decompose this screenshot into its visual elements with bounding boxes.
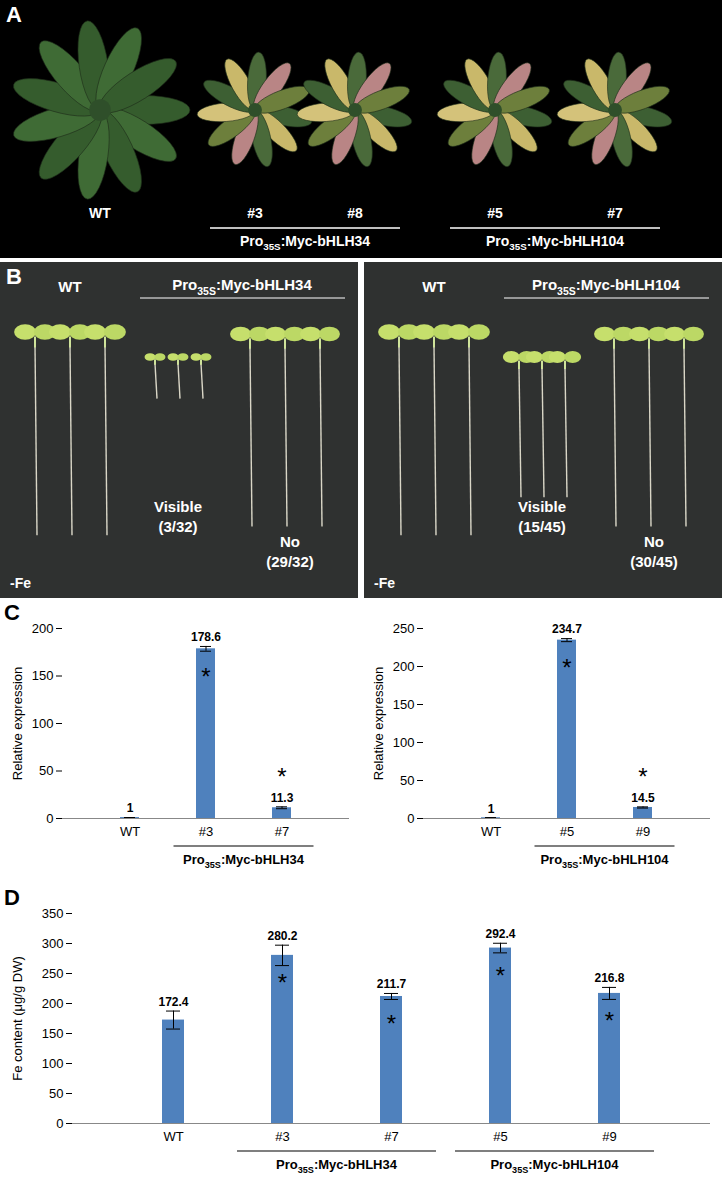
svg-text:WT: WT <box>163 1129 183 1144</box>
svg-text:Relative expression: Relative expression <box>371 667 386 780</box>
svg-text:178.6: 178.6 <box>191 630 221 644</box>
svg-text:150: 150 <box>393 697 415 712</box>
svg-text:250: 250 <box>393 621 415 636</box>
html-text:D: D <box>4 885 20 910</box>
svg-text:*: * <box>496 962 505 989</box>
svg-text:234.7: 234.7 <box>552 622 582 636</box>
svg-text:WT: WT <box>481 824 501 839</box>
svg-text:50: 50 <box>400 773 414 788</box>
svg-text:Visible: Visible <box>154 498 202 515</box>
svg-text:No: No <box>644 533 664 550</box>
svg-text:*: * <box>387 1010 396 1037</box>
svg-text:0: 0 <box>46 811 53 826</box>
html-text:B: B <box>6 264 22 289</box>
svg-text:Visible: Visible <box>518 498 566 515</box>
svg-text:#7: #7 <box>384 1129 398 1144</box>
svg-text:(3/32): (3/32) <box>158 518 197 535</box>
svg-text:100: 100 <box>393 735 415 750</box>
svg-text:Pro35S:Myc-bHLH104: Pro35S:Myc-bHLH104 <box>540 852 669 870</box>
svg-text:*: * <box>278 969 287 996</box>
svg-text:250: 250 <box>42 966 64 981</box>
svg-text:(30/45): (30/45) <box>630 553 678 570</box>
svg-text:#7: #7 <box>607 205 623 221</box>
svg-text:200: 200 <box>32 621 54 636</box>
svg-text:Pro35S:Myc-bHLH104: Pro35S:Myc-bHLH104 <box>532 276 681 297</box>
svg-text:14.5: 14.5 <box>631 791 655 805</box>
svg-text:#3: #3 <box>199 824 213 839</box>
svg-text:172.4: 172.4 <box>158 995 188 1009</box>
svg-text:300: 300 <box>42 936 64 951</box>
svg-text:50: 50 <box>49 1086 63 1101</box>
html-text:C: C <box>4 600 20 625</box>
svg-text:(15/45): (15/45) <box>518 518 566 535</box>
svg-text:-Fe: -Fe <box>374 575 395 591</box>
svg-text:292.4: 292.4 <box>485 927 515 941</box>
svg-text:Fe content (μg/g DW): Fe content (μg/g DW) <box>10 956 25 1081</box>
svg-text:(29/32): (29/32) <box>266 553 314 570</box>
svg-text:1: 1 <box>488 802 495 816</box>
svg-text:50: 50 <box>39 763 53 778</box>
svg-text:WT: WT <box>58 278 81 295</box>
svg-text:WT: WT <box>89 205 111 221</box>
svg-text:*: * <box>562 654 571 681</box>
svg-text:WT: WT <box>120 824 140 839</box>
svg-text:WT: WT <box>422 278 445 295</box>
svg-text:*: * <box>277 762 286 789</box>
svg-text:Pro35S:Myc-bHLH34: Pro35S:Myc-bHLH34 <box>183 852 305 870</box>
svg-text:1: 1 <box>127 801 134 815</box>
svg-text:200: 200 <box>393 659 415 674</box>
svg-text:*: * <box>605 1007 614 1034</box>
svg-text:*: * <box>638 763 647 790</box>
svg-text:-Fe: -Fe <box>10 575 31 591</box>
svg-text:100: 100 <box>42 1056 64 1071</box>
svg-text:#3: #3 <box>275 1129 289 1144</box>
svg-text:100: 100 <box>32 716 54 731</box>
svg-text:#5: #5 <box>493 1129 507 1144</box>
svg-text:Pro35S:Myc-bHLH34: Pro35S:Myc-bHLH34 <box>276 1157 398 1175</box>
svg-text:Pro35S:Myc-bHLH34: Pro35S:Myc-bHLH34 <box>240 233 370 252</box>
svg-text:Pro35S:Myc-bHLH104: Pro35S:Myc-bHLH104 <box>490 1157 619 1175</box>
svg-text:200: 200 <box>42 996 64 1011</box>
svg-text:280.2: 280.2 <box>267 929 297 943</box>
svg-text:#5: #5 <box>560 824 574 839</box>
svg-text:211.7: 211.7 <box>377 977 407 991</box>
svg-text:#3: #3 <box>247 205 263 221</box>
svg-text:150: 150 <box>32 668 54 683</box>
svg-text:Relative expression: Relative expression <box>10 667 25 780</box>
svg-text:0: 0 <box>407 811 414 826</box>
svg-text:#9: #9 <box>602 1129 616 1144</box>
svg-text:Pro35S:Myc-bHLH104: Pro35S:Myc-bHLH104 <box>486 233 624 252</box>
svg-text:216.8: 216.8 <box>594 971 624 985</box>
svg-text:Pro35S:Myc-bHLH34: Pro35S:Myc-bHLH34 <box>172 276 312 297</box>
svg-text:#7: #7 <box>275 824 289 839</box>
svg-text:No: No <box>280 533 300 550</box>
svg-text:#5: #5 <box>487 205 503 221</box>
svg-text:11.3: 11.3 <box>271 791 294 805</box>
svg-text:0: 0 <box>56 1116 63 1131</box>
svg-text:#8: #8 <box>347 205 363 221</box>
svg-text:*: * <box>201 663 210 690</box>
svg-text:350: 350 <box>42 906 64 921</box>
svg-text:#9: #9 <box>636 824 650 839</box>
svg-text:150: 150 <box>42 1026 64 1041</box>
html-text:A: A <box>6 2 22 27</box>
